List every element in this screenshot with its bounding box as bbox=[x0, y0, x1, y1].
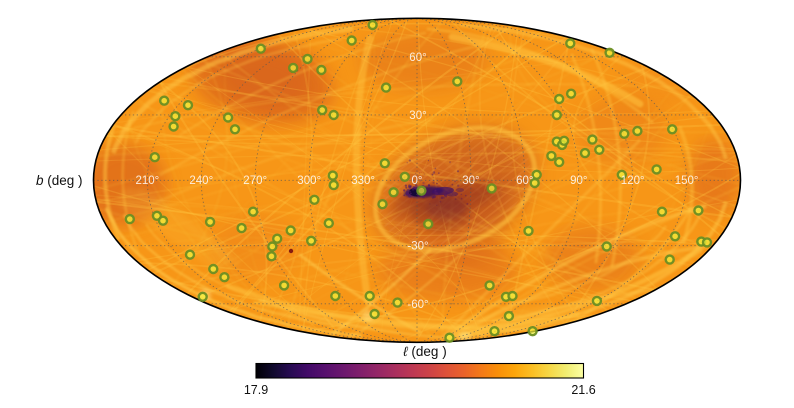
svg-text:21.6: 21.6 bbox=[571, 383, 595, 397]
svg-text:300°: 300° bbox=[297, 175, 321, 187]
svg-text:-60°: -60° bbox=[407, 299, 428, 311]
svg-text:150°: 150° bbox=[675, 175, 699, 187]
svg-text:30°: 30° bbox=[409, 110, 426, 122]
svg-text:270°: 270° bbox=[243, 175, 267, 187]
svg-text:60°: 60° bbox=[516, 175, 533, 187]
svg-text:240°: 240° bbox=[189, 175, 213, 187]
svg-text:0°: 0° bbox=[412, 175, 423, 187]
svg-text:330°: 330° bbox=[351, 175, 375, 187]
svg-text:-30°: -30° bbox=[407, 241, 428, 253]
svg-text:210°: 210° bbox=[136, 175, 160, 187]
svg-text:30°: 30° bbox=[462, 175, 479, 187]
svg-text:60°: 60° bbox=[409, 52, 426, 64]
svg-text:b (deg ): b (deg ) bbox=[36, 173, 83, 188]
svg-text:ℓ (deg ): ℓ (deg ) bbox=[403, 344, 446, 359]
svg-text:90°: 90° bbox=[570, 175, 587, 187]
svg-text:17.9: 17.9 bbox=[244, 383, 268, 397]
svg-text:120°: 120° bbox=[621, 175, 645, 187]
